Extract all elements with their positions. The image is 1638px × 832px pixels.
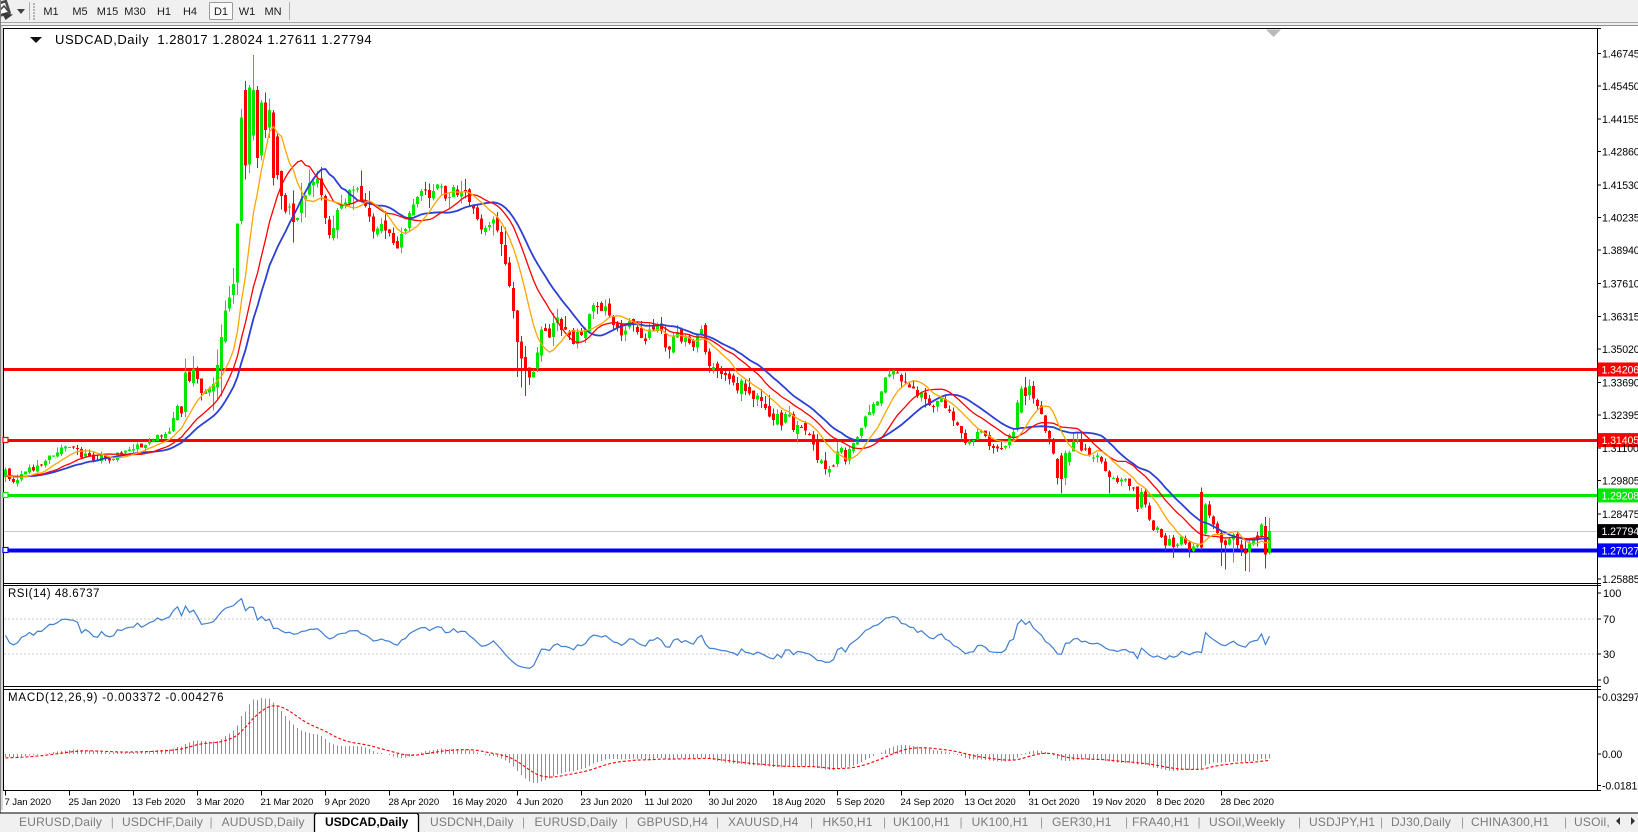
svg-text:1.31100: 1.31100 — [1602, 443, 1638, 455]
svg-text:|: | — [1198, 815, 1201, 829]
svg-text:M30: M30 — [124, 6, 145, 18]
svg-text:USOil,Weekly: USOil,Weekly — [1209, 815, 1285, 829]
svg-text:MN: MN — [264, 6, 281, 18]
svg-text:|: | — [1040, 815, 1043, 829]
svg-text:USOil,: USOil, — [1574, 815, 1610, 829]
svg-text:M5: M5 — [72, 6, 87, 18]
svg-text:|: | — [1461, 815, 1464, 829]
svg-text:23 Jun 2020: 23 Jun 2020 — [581, 797, 633, 808]
svg-text:|: | — [810, 815, 813, 829]
svg-text:UK100,H1: UK100,H1 — [893, 815, 950, 829]
svg-text:4 Jun 2020: 4 Jun 2020 — [517, 797, 563, 808]
svg-text:CHINA300,H1: CHINA300,H1 — [1471, 815, 1549, 829]
svg-text:24 Sep 2020: 24 Sep 2020 — [901, 797, 954, 808]
svg-text:16 May 2020: 16 May 2020 — [453, 797, 507, 808]
svg-text:1.33690: 1.33690 — [1602, 378, 1638, 390]
svg-text:|: | — [1125, 815, 1128, 829]
svg-text:28 Apr 2020: 28 Apr 2020 — [389, 797, 440, 808]
svg-text:28 Dec 2020: 28 Dec 2020 — [1221, 797, 1274, 808]
svg-text:19 Nov 2020: 19 Nov 2020 — [1093, 797, 1146, 808]
svg-text:|: | — [1564, 815, 1567, 829]
svg-text:USDCHF,Daily: USDCHF,Daily — [122, 815, 203, 829]
svg-text:XAUUSD,H4: XAUUSD,H4 — [728, 815, 799, 829]
svg-text:1.42860: 1.42860 — [1602, 146, 1638, 158]
svg-text:0.032972: 0.032972 — [1602, 692, 1638, 704]
svg-text:EURUSD,Daily: EURUSD,Daily — [535, 815, 618, 829]
svg-text:30: 30 — [1603, 649, 1615, 661]
svg-text:1.31405: 1.31405 — [1602, 435, 1638, 447]
svg-text:1.46745: 1.46745 — [1602, 49, 1638, 61]
svg-text:9 Apr 2020: 9 Apr 2020 — [325, 797, 370, 808]
svg-text:5 Sep 2020: 5 Sep 2020 — [837, 797, 885, 808]
svg-text:EURUSD,Daily: EURUSD,Daily — [19, 815, 102, 829]
svg-text:|: | — [1298, 815, 1301, 829]
svg-text:D1: D1 — [214, 6, 228, 18]
svg-text:UK100,H1: UK100,H1 — [972, 815, 1029, 829]
svg-text:M1: M1 — [43, 6, 58, 18]
svg-text:1.29805: 1.29805 — [1602, 475, 1638, 487]
svg-text:1.45450: 1.45450 — [1602, 81, 1638, 93]
svg-text:|: | — [716, 815, 719, 829]
svg-text:8 Dec 2020: 8 Dec 2020 — [1157, 797, 1205, 808]
svg-text:70: 70 — [1603, 614, 1615, 626]
svg-text:1.36315: 1.36315 — [1602, 311, 1638, 323]
svg-text:31 Oct 2020: 31 Oct 2020 — [1029, 797, 1080, 808]
svg-text:25 Jan 2020: 25 Jan 2020 — [69, 797, 121, 808]
svg-text:H4: H4 — [183, 6, 197, 18]
svg-text:1.27794: 1.27794 — [1602, 526, 1638, 538]
svg-text:W1: W1 — [239, 6, 256, 18]
svg-text:1.40235: 1.40235 — [1602, 213, 1638, 225]
svg-text:21 Mar 2020: 21 Mar 2020 — [261, 797, 314, 808]
svg-text:|: | — [522, 815, 525, 829]
svg-text:30 Jul 2020: 30 Jul 2020 — [709, 797, 758, 808]
svg-text:|: | — [960, 815, 963, 829]
svg-text:1.41530: 1.41530 — [1602, 180, 1638, 192]
svg-text:1.27027: 1.27027 — [1602, 545, 1638, 557]
svg-text:USDJPY,H1: USDJPY,H1 — [1309, 815, 1375, 829]
svg-text:1.29208: 1.29208 — [1602, 490, 1638, 502]
svg-text:HK50,H1: HK50,H1 — [823, 815, 873, 829]
svg-text:|: | — [111, 815, 114, 829]
svg-text:1.44155: 1.44155 — [1602, 114, 1638, 126]
svg-text:DJ30,Daily: DJ30,Daily — [1391, 815, 1451, 829]
svg-text:3 Mar 2020: 3 Mar 2020 — [197, 797, 245, 808]
svg-text:13 Oct 2020: 13 Oct 2020 — [965, 797, 1016, 808]
svg-text:RSI(14) 48.6737: RSI(14) 48.6737 — [8, 588, 100, 600]
svg-text:18 Aug 2020: 18 Aug 2020 — [773, 797, 826, 808]
svg-text:USDCAD,Daily 1.28017 1.28024: USDCAD,Daily 1.28017 1.28024 1.27611 1.2… — [55, 32, 372, 47]
svg-text:GBPUSD,H4: GBPUSD,H4 — [637, 815, 708, 829]
svg-text:GER30,H1: GER30,H1 — [1052, 815, 1112, 829]
svg-text:|: | — [883, 815, 886, 829]
svg-text:H1: H1 — [157, 6, 171, 18]
svg-text:1.28475: 1.28475 — [1602, 509, 1638, 521]
svg-text:AUDUSD,Daily: AUDUSD,Daily — [222, 815, 305, 829]
svg-text:1.38940: 1.38940 — [1602, 245, 1638, 257]
svg-text:11 Jul 2020: 11 Jul 2020 — [645, 797, 693, 808]
svg-text:|: | — [210, 815, 213, 829]
svg-text:FRA40,H1: FRA40,H1 — [1132, 815, 1190, 829]
svg-text:MACD(12,26,9) -0.003372 -0.004: MACD(12,26,9) -0.003372 -0.004276 — [8, 692, 224, 704]
svg-text:0.00: 0.00 — [1602, 749, 1622, 761]
svg-text:USDCAD,Daily: USDCAD,Daily — [325, 815, 409, 829]
svg-text:-0.018154: -0.018154 — [1602, 780, 1638, 792]
svg-text:100: 100 — [1603, 588, 1621, 600]
svg-text:1.25885: 1.25885 — [1602, 574, 1638, 586]
svg-text:1.32395: 1.32395 — [1602, 410, 1638, 422]
svg-text:|: | — [1380, 815, 1383, 829]
svg-text:7 Jan 2020: 7 Jan 2020 — [5, 797, 51, 808]
svg-text:1.35020: 1.35020 — [1602, 344, 1638, 356]
svg-text:13 Feb 2020: 13 Feb 2020 — [133, 797, 186, 808]
svg-text:1.34206: 1.34206 — [1602, 365, 1638, 377]
svg-text:|: | — [625, 815, 628, 829]
svg-text:1.37610: 1.37610 — [1602, 279, 1638, 291]
svg-text:0: 0 — [1603, 675, 1609, 687]
svg-text:M15: M15 — [97, 6, 118, 18]
svg-text:USDCNH,Daily: USDCNH,Daily — [430, 815, 514, 829]
